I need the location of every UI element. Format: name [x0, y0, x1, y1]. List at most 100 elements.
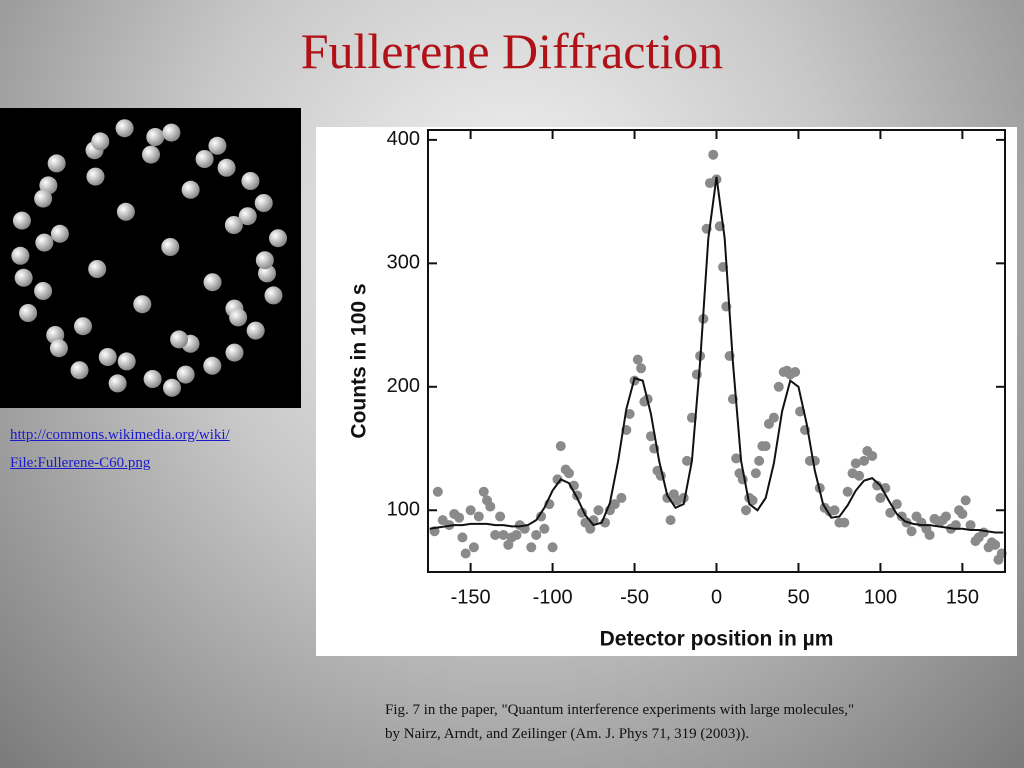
atom [241, 172, 260, 190]
atom [225, 343, 244, 362]
data-point [465, 505, 476, 516]
data-point [708, 149, 719, 160]
atom [117, 352, 136, 371]
data-point [498, 529, 509, 540]
atom [50, 224, 69, 243]
atom [34, 189, 53, 208]
atom [47, 154, 66, 173]
atom [246, 321, 265, 340]
atom [208, 136, 227, 155]
data-point [539, 523, 550, 534]
atom [91, 132, 110, 151]
data-point [457, 532, 468, 543]
atom [264, 286, 283, 305]
data-point [609, 499, 620, 510]
data-point [495, 511, 506, 522]
image-link[interactable]: http://commons.wikimedia.org/wiki/ [10, 427, 230, 443]
y-tick-label: 300 [387, 252, 420, 274]
atom [238, 207, 257, 226]
atom [142, 145, 161, 164]
data-point [741, 505, 752, 516]
data-point [750, 468, 761, 479]
atom [88, 260, 107, 278]
data-point [526, 542, 537, 553]
data-point [531, 529, 542, 540]
data-point [555, 441, 566, 452]
atom [74, 317, 93, 336]
data-point [616, 492, 627, 503]
figure-caption: by Nairz, Arndt, and Zeilinger (Am. J. P… [385, 726, 750, 742]
x-tick-label: 0 [711, 586, 722, 608]
atom [14, 268, 33, 287]
fullerene-image [0, 108, 301, 408]
atom [98, 348, 117, 366]
molecule [11, 119, 288, 397]
data-point [460, 548, 471, 559]
data-point [906, 526, 917, 537]
data-point [872, 480, 883, 491]
atom [229, 308, 248, 327]
data-point [809, 455, 820, 466]
atom [162, 123, 181, 142]
data-point [965, 520, 976, 531]
x-tick-label: 100 [864, 586, 897, 608]
figure-caption: Fig. 7 in the paper, "Quantum interferen… [385, 702, 855, 718]
image-link[interactable]: File:Fullerene-C60.png [10, 455, 151, 471]
data-point [473, 511, 484, 522]
x-tick-label: -100 [533, 586, 573, 608]
x-tick-label: -50 [620, 586, 649, 608]
fit-line [429, 176, 1004, 534]
atom [195, 150, 214, 168]
data-point [665, 515, 676, 526]
data-point [490, 529, 501, 540]
data-point [829, 505, 840, 516]
data-point [731, 453, 742, 464]
data-point [485, 501, 496, 512]
data-point [790, 366, 801, 377]
atom [49, 339, 68, 358]
atom [116, 202, 135, 221]
data-point [773, 381, 784, 392]
x-tick-label: 50 [787, 586, 809, 608]
data-point [885, 507, 896, 518]
data-point [547, 542, 558, 553]
x-tick-label: 150 [946, 586, 979, 608]
data-point [891, 499, 902, 510]
data-point [563, 468, 574, 479]
atom [170, 330, 189, 349]
atom [224, 216, 243, 234]
y-axis-title: Counts in 100 s [348, 283, 371, 438]
data-point [957, 508, 968, 519]
chart-background [316, 127, 1017, 656]
atom [146, 128, 165, 146]
y-tick-label: 100 [387, 499, 420, 521]
data-point [859, 455, 870, 466]
data-point [978, 527, 989, 538]
data-point [468, 542, 479, 553]
data-point [636, 363, 647, 374]
data-point [950, 520, 961, 531]
data-point [875, 492, 886, 503]
atom [176, 365, 195, 384]
atom [254, 194, 273, 212]
data-point [760, 441, 771, 452]
data-point [990, 539, 1001, 550]
atom [11, 246, 30, 265]
data-point [839, 517, 850, 528]
data-point [432, 486, 443, 497]
y-tick-label: 200 [387, 375, 420, 397]
slide-title: Fullerene Diffraction [300, 23, 724, 79]
data-point [454, 512, 465, 523]
plot-frame [427, 129, 1006, 573]
atom [269, 229, 288, 248]
atom [217, 158, 236, 177]
atom [12, 211, 31, 230]
atom [86, 167, 105, 186]
atom [143, 370, 162, 388]
data-point [478, 486, 489, 497]
data-point [842, 486, 853, 497]
atom [203, 273, 222, 292]
data-point [632, 354, 643, 365]
data-point [960, 495, 971, 506]
